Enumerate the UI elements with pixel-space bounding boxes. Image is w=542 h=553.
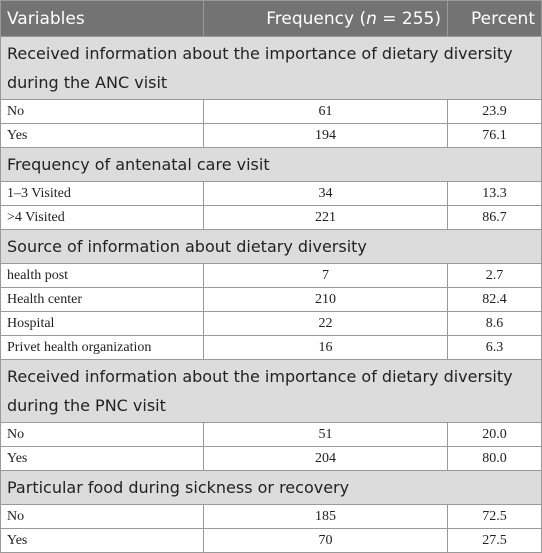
table-row: No 61 23.9 — [0, 99, 542, 124]
row-frequency: 204 — [203, 446, 448, 471]
row-frequency: 7 — [203, 263, 448, 288]
row-frequency: 22 — [203, 311, 448, 336]
row-percent: 6.3 — [447, 335, 542, 360]
row-frequency: 61 — [203, 99, 448, 124]
row-percent: 20.0 — [447, 422, 542, 447]
table-row: Privet health organization 16 6.3 — [0, 335, 542, 360]
header-variables: Variables — [0, 0, 204, 37]
row-percent: 72.5 — [447, 504, 542, 529]
row-label: >4 Visited — [0, 205, 204, 230]
header-percent: Percent — [447, 0, 542, 37]
row-frequency: 70 — [203, 528, 448, 553]
row-percent: 82.4 — [447, 287, 542, 312]
table-header-row: Variables Frequency (n = 255) Percent — [0, 0, 542, 37]
header-frequency: Frequency (n = 255) — [203, 0, 448, 37]
row-label: Yes — [0, 528, 204, 553]
row-percent: 27.5 — [447, 528, 542, 553]
section-title: Frequency of antenatal care visit — [0, 147, 542, 182]
row-label: Health center — [0, 287, 204, 312]
row-frequency: 185 — [203, 504, 448, 529]
section-title: Particular food during sickness or recov… — [0, 470, 542, 505]
row-label: Yes — [0, 446, 204, 471]
table-row: Yes 70 27.5 — [0, 528, 542, 553]
header-frequency-tail: = 255) — [376, 8, 441, 29]
table-row: Health center 210 82.4 — [0, 287, 542, 312]
row-label: Privet health organization — [0, 335, 204, 360]
section-row: Received information about the importanc… — [0, 36, 542, 100]
row-label: Hospital — [0, 311, 204, 336]
row-percent: 13.3 — [447, 181, 542, 206]
section-row: Source of information about dietary dive… — [0, 229, 542, 264]
row-label: 1–3 Visited — [0, 181, 204, 206]
table-row: Yes 194 76.1 — [0, 123, 542, 148]
row-percent: 2.7 — [447, 263, 542, 288]
section-row: Received information about the importanc… — [0, 359, 542, 423]
row-percent: 76.1 — [447, 123, 542, 148]
row-frequency: 221 — [203, 205, 448, 230]
section-row: Frequency of antenatal care visit — [0, 147, 542, 182]
row-percent: 23.9 — [447, 99, 542, 124]
row-frequency: 194 — [203, 123, 448, 148]
row-label: health post — [0, 263, 204, 288]
table-row: No 185 72.5 — [0, 504, 542, 529]
row-frequency: 210 — [203, 287, 448, 312]
section-row: Particular food during sickness or recov… — [0, 470, 542, 505]
section-title: Received information about the importanc… — [0, 359, 542, 423]
table-row: No 51 20.0 — [0, 422, 542, 447]
row-percent: 86.7 — [447, 205, 542, 230]
header-frequency-label: Frequency ( — [266, 8, 367, 29]
table-row: health post 7 2.7 — [0, 263, 542, 288]
row-label: No — [0, 99, 204, 124]
header-n-symbol: n — [366, 8, 377, 29]
table-row: Yes 204 80.0 — [0, 446, 542, 471]
row-frequency: 34 — [203, 181, 448, 206]
row-label: Yes — [0, 123, 204, 148]
table-row: 1–3 Visited 34 13.3 — [0, 181, 542, 206]
table-row: >4 Visited 221 86.7 — [0, 205, 542, 230]
row-frequency: 16 — [203, 335, 448, 360]
table-row: Hospital 22 8.6 — [0, 311, 542, 336]
row-label: No — [0, 422, 204, 447]
row-frequency: 51 — [203, 422, 448, 447]
row-label: No — [0, 504, 204, 529]
section-title: Source of information about dietary dive… — [0, 229, 542, 264]
row-percent: 80.0 — [447, 446, 542, 471]
section-title: Received information about the importanc… — [0, 36, 542, 100]
row-percent: 8.6 — [447, 311, 542, 336]
